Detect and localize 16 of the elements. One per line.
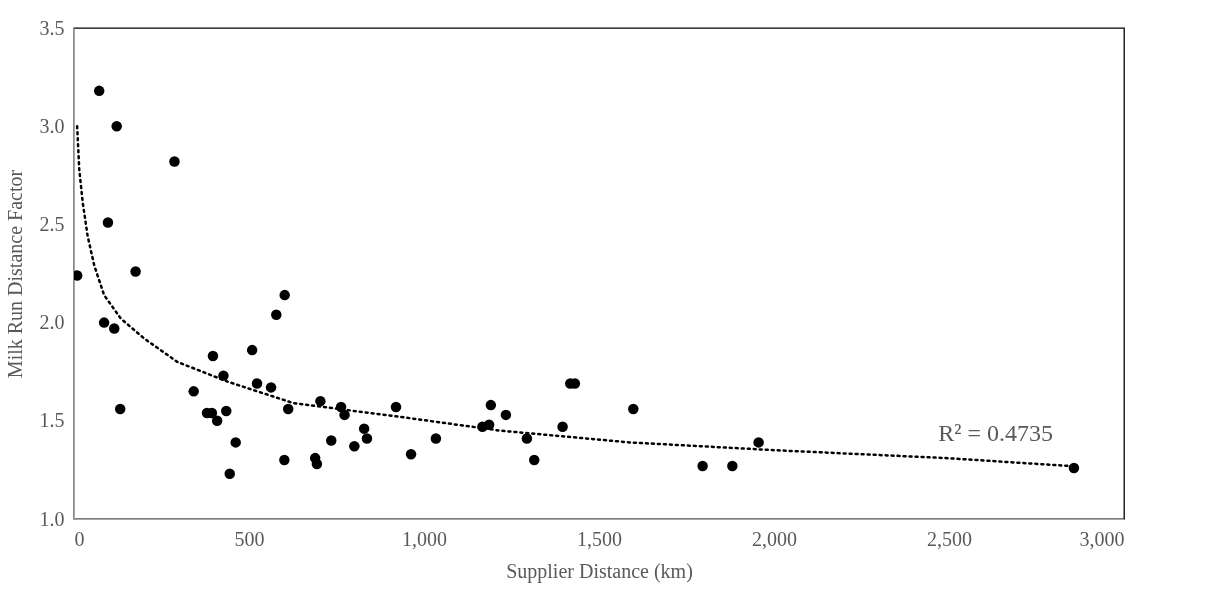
x-tick-label: 1,000 xyxy=(402,527,447,550)
y-tick-label: 3.5 xyxy=(39,16,65,39)
x-tick-label: 500 xyxy=(234,527,265,550)
y-tick-label: 2.5 xyxy=(39,212,65,235)
y-tick-label: 1.0 xyxy=(39,507,65,530)
y-tick-label: 2.0 xyxy=(39,311,65,334)
y-tick-label: 3.0 xyxy=(39,114,65,137)
x-tick-label: 2,500 xyxy=(927,527,972,550)
x-axis-title: Supplier Distance (km) xyxy=(506,559,693,583)
x-tick-label: 2,000 xyxy=(752,527,797,550)
annotation: R² = 0.4735 xyxy=(938,420,1053,446)
x-tick-label: 1,500 xyxy=(577,527,622,550)
x-tick-label: 3,000 xyxy=(1079,527,1125,550)
y-axis-title: Milk Run Distance Factor xyxy=(3,169,26,379)
y-tick-label: 1.5 xyxy=(39,409,65,432)
x-tick-label: 0 xyxy=(74,527,85,550)
